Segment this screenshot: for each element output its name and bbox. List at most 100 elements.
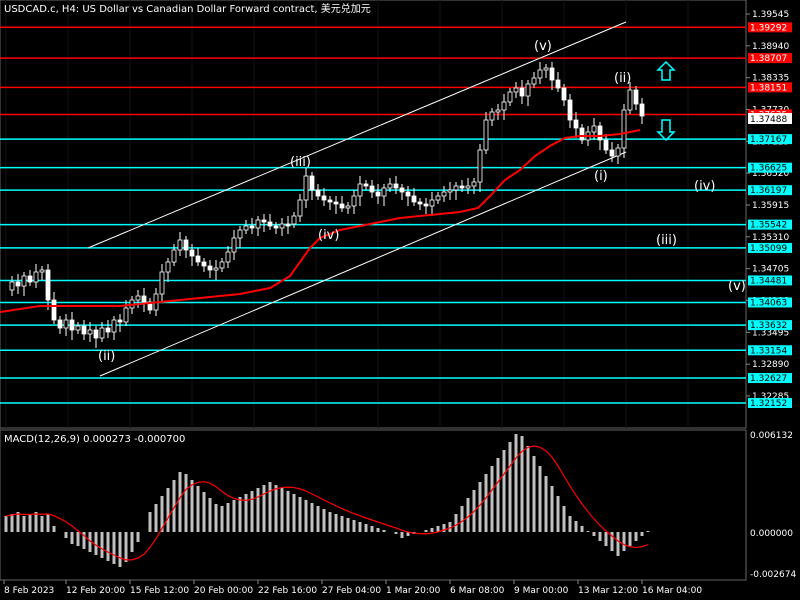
macd-bar [526,446,530,532]
candle-body [555,79,561,89]
macd-bar [160,496,164,532]
macd-bar [358,522,362,532]
level-badge [748,22,792,33]
macd-bar [454,514,458,532]
candle-body [633,89,639,105]
macd-bar [442,524,446,532]
macd-bar [10,514,14,532]
candle-body [267,221,273,227]
level-price: 1.39292 [750,23,787,33]
macd-bar [82,532,86,549]
candle-body [273,225,279,229]
time-tick: 16 Mar 04:00 [642,586,702,596]
level-badge [748,345,792,356]
candle-body [135,295,141,301]
level-badge [748,373,792,384]
candle-body [609,149,615,157]
macd-bar [130,532,134,552]
wave-label-i: (i) [594,169,608,184]
level-price: 1.34481 [750,276,787,286]
macd-bar [226,503,230,532]
macd-bar [502,450,506,532]
candle-body [339,203,345,209]
candle-body [171,249,177,263]
candle-body [351,195,357,207]
candle-body [195,255,201,263]
time-tick: 15 Feb 12:00 [130,586,189,596]
macd-bar [352,520,356,532]
price-tick: 1.35915 [752,201,789,211]
macd-bar [616,532,620,556]
candle-body [261,219,267,223]
macd-bar [88,532,92,552]
macd-bar [574,521,578,532]
candle-body [297,199,303,217]
macd-bar [268,482,272,532]
macd-bar [550,486,554,532]
macd-bar [76,532,80,546]
macd-bar [328,512,332,532]
candle-body [603,139,609,151]
macd-bar [640,532,644,536]
macd-bar [586,531,590,532]
candle-body [639,103,645,117]
macd-label: MACD(12,26,9) 0.000273 -0.000700 [4,434,185,445]
macd-panel [0,429,747,581]
candle-body [507,91,513,103]
wave-label-v-peak: (v) [534,39,552,54]
macd-bar [214,504,218,532]
price-axis: 1.395451.389401.383351.377301.371251.365… [746,10,789,402]
level-price: 1.36197 [750,186,787,196]
time-tick: 6 Mar 08:00 [450,586,505,596]
macd-bar [94,532,98,555]
macd-bar [394,532,398,534]
time-tick: 9 Mar 00:00 [514,586,569,596]
candle-body [447,189,453,193]
macd-bar [430,528,434,532]
candle-body [159,271,165,295]
candle-body [69,319,75,331]
candle-body [363,183,369,187]
macd-bar [592,532,596,536]
current-price-label: 1.37488 [750,115,787,125]
macd-bar [40,516,44,532]
candle-body [441,191,447,197]
macd-bar [238,497,242,532]
time-tick: 13 Mar 12:00 [578,586,638,596]
wave-label-iv-projection: (iv) [694,179,715,194]
macd-bar [346,518,350,532]
candle-body [597,125,603,141]
candle-body [357,183,363,197]
macd-bar [322,509,326,532]
macd-tick-min: -0.002674 [750,570,796,580]
arrow-up-icon [656,60,676,81]
candle-body [111,319,117,333]
macd-bar [52,526,56,532]
macd-bar [136,532,140,542]
wave-label-v-projection: (v) [728,279,746,294]
candle-body [105,327,111,333]
candle-body [165,261,171,273]
macd-bar [532,456,536,532]
candle-body [411,195,417,203]
macd-bar [106,532,110,561]
level-price: 1.33632 [750,321,787,331]
macd-bar [304,500,308,532]
candle-body [525,83,531,97]
candle-body [627,89,633,111]
macd-bar [406,532,410,536]
candle-body [345,205,351,209]
candle-body [537,69,543,79]
candle-body [63,319,69,329]
macd-bar [16,512,20,532]
candle-body [621,109,627,149]
wave-label-ii-low: (ii) [98,349,115,364]
macd-bar [148,512,152,532]
chart-title: USDCAD.c, H4: US Dollar vs Canadian Doll… [4,2,371,15]
channel-upper [87,21,627,249]
macd-bar [334,514,338,532]
candle-body [387,183,393,189]
macd-bar [118,532,122,567]
macd-bar [310,503,314,532]
